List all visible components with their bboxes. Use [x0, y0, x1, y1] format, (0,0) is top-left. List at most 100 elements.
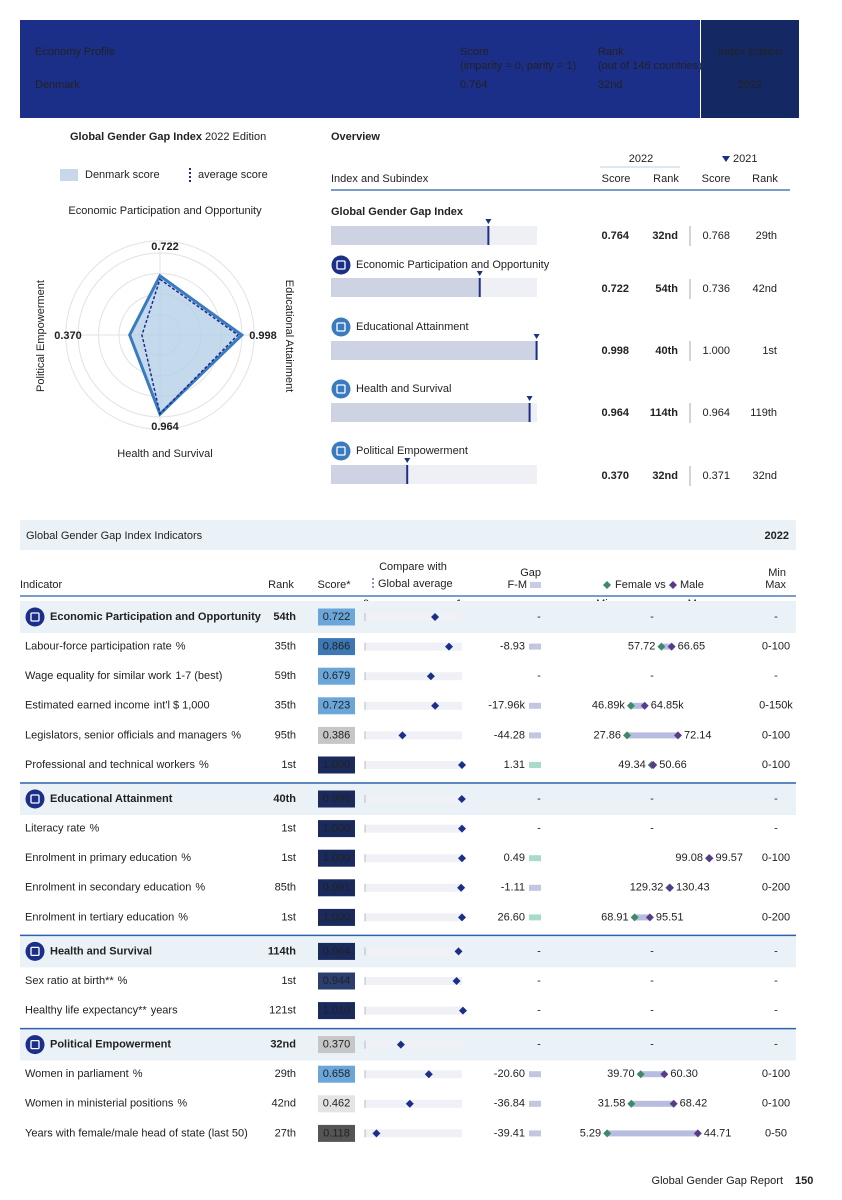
gap-bar: [529, 855, 541, 862]
female-value: 31.58: [598, 1098, 626, 1110]
gap: -: [537, 793, 541, 805]
female-value: 99.08: [675, 852, 703, 864]
score-diamond: [405, 1099, 414, 1108]
score-pointer: [476, 271, 483, 276]
gap: -39.41: [494, 1127, 525, 1139]
compare-track: [365, 701, 462, 710]
section-icon: [331, 317, 351, 337]
score-pointer: [485, 219, 492, 224]
footer-page: 150: [795, 1175, 813, 1187]
radar-axis: Political Empowerment: [35, 280, 47, 392]
score-fill: [331, 226, 489, 245]
gap-range: [607, 1130, 698, 1137]
range: -: [774, 945, 778, 957]
rank: 95th: [275, 729, 296, 741]
gap: -1.11: [501, 882, 525, 894]
score-diamond: [458, 761, 466, 769]
score-fill: [331, 403, 530, 422]
score: 0.722: [601, 283, 629, 295]
previous-score: 0.371: [702, 470, 730, 482]
rank: 35th: [275, 641, 296, 653]
gap-bar: [529, 1100, 541, 1107]
rank: 85th: [275, 882, 296, 894]
female-vs-male: -: [650, 975, 654, 987]
rank: 32nd: [270, 1039, 296, 1051]
compare-track: [365, 1006, 462, 1015]
range: -: [774, 975, 778, 987]
female-key: [603, 581, 611, 589]
subindex-name: Political Empowerment: [356, 445, 468, 457]
rank: 121st: [269, 1005, 296, 1017]
gap-bar: [529, 702, 541, 709]
score: 0.386: [323, 729, 351, 741]
compare-track: [365, 883, 462, 892]
range: -: [774, 670, 778, 682]
score: 1.000: [323, 823, 351, 835]
range: 0-200: [762, 882, 790, 894]
score-pointer: [526, 396, 533, 401]
female-value: 46.89k: [592, 700, 626, 712]
gap-bar: [529, 643, 541, 650]
gap: 26.60: [497, 911, 525, 923]
rank: 114th: [650, 407, 678, 419]
female-diamond: [657, 642, 666, 651]
male-diamond: [667, 642, 676, 651]
score-box: [318, 820, 355, 838]
female-diamond: [627, 1099, 636, 1108]
indicator-unit: %: [181, 852, 191, 864]
column-header: Score: [602, 173, 631, 185]
edition-panel: [701, 20, 799, 118]
rank-label: Rank: [598, 46, 624, 58]
section-icon-glyph: [336, 384, 346, 394]
score-diamond: [398, 731, 407, 740]
gap-range: [627, 732, 678, 739]
compare-track: [365, 613, 462, 621]
indicator-name: Wage equality for similar work: [25, 670, 172, 682]
female-vs-male: -: [650, 670, 654, 682]
rank: 40th: [273, 793, 296, 805]
gap-bar: [529, 1130, 541, 1137]
edition-label: Index Edition: [718, 46, 782, 58]
score-label: Score: [460, 46, 489, 58]
gap: -: [537, 611, 541, 623]
female-diamond: [623, 731, 632, 740]
indicator-name: Literacy rate: [25, 823, 86, 835]
indicator-unit: years: [151, 1005, 178, 1017]
indicator-unit: int'l $ 1,000: [154, 700, 210, 712]
range: 0-100: [762, 1068, 790, 1080]
score-diamond: [452, 977, 461, 985]
male-value: 66.65: [678, 641, 706, 653]
section-icon-glyph: [336, 322, 346, 332]
score-box: [318, 849, 355, 867]
compare-track: [365, 947, 462, 956]
female-value: 49.34: [618, 759, 646, 771]
previous-rank: 29th: [756, 230, 777, 242]
female-vs-male: -: [650, 1039, 654, 1051]
section-icon-glyph: [30, 794, 40, 804]
indicator-unit: %: [118, 975, 128, 987]
indicator-name: Healthy life expectancy**: [25, 1005, 147, 1017]
rank-note: (out of 146 countries): [598, 60, 702, 72]
column-header: Rank: [268, 579, 294, 591]
gap-range: [631, 1100, 674, 1107]
score: 1.000: [323, 759, 351, 771]
gap-bar: [529, 1071, 541, 1078]
compare-track: [365, 731, 462, 740]
score: 0.991: [323, 882, 351, 894]
gap: -17.96k: [488, 700, 525, 712]
subindex-name: Economic Participation and Opportunity: [356, 259, 550, 271]
rank: 54th: [273, 611, 296, 623]
subindex-name: Educational Attainment: [356, 321, 469, 333]
rank: 54th: [655, 283, 678, 295]
female-value: 27.86: [594, 729, 622, 741]
column-header: F-M: [507, 579, 527, 591]
male-value: 64.85k: [651, 700, 685, 712]
range: 0-50: [765, 1127, 787, 1139]
compare-track: [365, 1129, 462, 1138]
rank: 27th: [275, 1127, 296, 1139]
radar-value: 0.964: [151, 421, 179, 433]
year-previous: 2021: [733, 153, 757, 165]
score-diamond: [372, 1129, 381, 1138]
gap: -20.60: [494, 1068, 525, 1080]
female-vs-male: -: [650, 611, 654, 623]
